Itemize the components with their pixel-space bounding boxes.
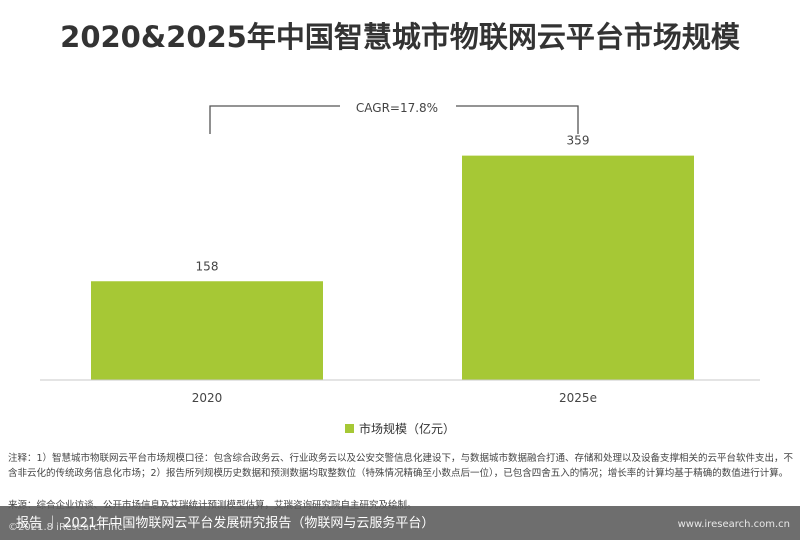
x-tick-label-2025e: 2025e (559, 391, 597, 405)
bar-2020 (91, 281, 323, 380)
x-tick-label-2020: 2020 (192, 391, 223, 405)
footer-url: www.iresearch.com.cn (677, 519, 790, 530)
chart-note: 注释：1）智慧城市物联网云平台市场规模口径：包含综合政务云、行业政务云以及公安交… (8, 453, 794, 479)
copyright-text: ©2021.8 iResearch Inc. (8, 522, 126, 533)
legend-label: 市场规模（亿元） (358, 422, 455, 436)
footer-bar: ©2021.8 iResearch Inc. 报告 ｜ 2021年中国物联网云平… (0, 506, 800, 540)
value-label-2020: 158 (196, 259, 219, 273)
value-labels-group: 158 359 (196, 134, 590, 274)
legend: 市场规模（亿元） (0, 420, 800, 437)
cagr-annotation: CAGR=17.8% (356, 101, 438, 115)
x-tick-labels-group: 2020 2025e (192, 391, 597, 405)
footer-report-title: 报告 ｜ 2021年中国物联网云平台发展研究报告（物联网与云服务平台） (16, 516, 435, 531)
value-label-2025e: 359 (567, 134, 590, 148)
cagr-label-bg (340, 98, 456, 116)
legend-swatch (344, 424, 354, 433)
bar-chart: 158 359 2020 2025e CAGR=17.8% (40, 98, 760, 405)
chart-title: 2020&2025年中国智慧城市物联网云平台市场规模 (60, 20, 740, 54)
bars-group (91, 155, 694, 380)
chart-source: 来源：综合企业访谈、公开市场信息及艾瑞统计预测模型估算，艾瑞咨询研究院自主研究及… (8, 497, 794, 511)
bar-2025e (462, 155, 694, 380)
